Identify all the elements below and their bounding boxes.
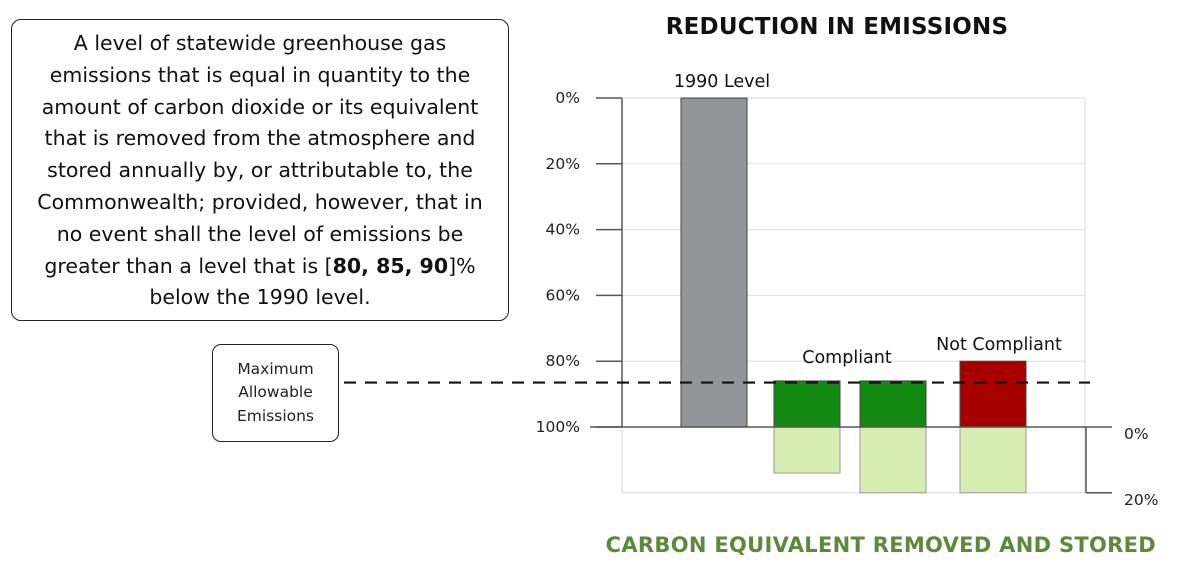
left-axis-tick-label: 100% (536, 418, 580, 436)
definition-bold-values: 80, 85, 90 (332, 253, 449, 278)
removed-bar (859, 426, 927, 494)
right-axis-tick-label: 0% (1124, 425, 1149, 443)
emission-bar (859, 380, 927, 428)
left-axis-tick-label: 60% (546, 286, 580, 304)
removed-stored-title: CARBON EQUIVALENT REMOVED AND STORED (605, 533, 1156, 557)
left-axis-tick-label: 40% (546, 221, 580, 239)
max-allowable-label: Maximum Allowable Emissions (236, 359, 315, 425)
bar-label-1990: 1990 Level (674, 72, 770, 92)
emission-bar (773, 380, 841, 428)
left-axis-tick-label: 0% (555, 89, 580, 107)
removed-bar (959, 426, 1027, 494)
definition-callout: A level of statewide greenhouse gas emis… (11, 19, 509, 321)
removed-bar (773, 426, 841, 474)
emission-bar (680, 97, 748, 428)
compliant-label: Compliant (802, 348, 892, 368)
definition-text-end: ]% below the 1990 level. (149, 253, 476, 310)
max-allowable-callout: Maximum Allowable Emissions (212, 344, 339, 442)
left-axis-tick-label: 80% (546, 352, 580, 370)
chart-title: REDUCTION IN EMISSIONS (665, 14, 1009, 40)
right-axis-tick-label: 20% (1124, 491, 1158, 509)
emission-bar (959, 360, 1027, 428)
not-compliant-label: Not Compliant (936, 335, 1062, 355)
definition-text: A level of statewide greenhouse gas emis… (37, 31, 483, 278)
left-axis-tick-label: 20% (546, 155, 580, 173)
